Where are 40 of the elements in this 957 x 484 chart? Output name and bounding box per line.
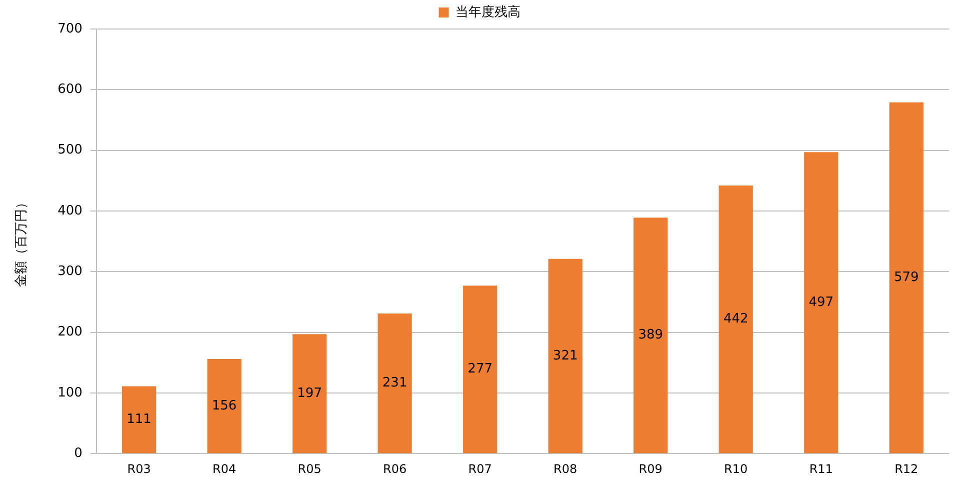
data-label: 389 (638, 328, 664, 343)
y-tick-label: 600 (58, 82, 82, 98)
y-tick-label: 700 (58, 21, 82, 36)
x-tick-label: R06 (383, 462, 407, 476)
bar (634, 218, 668, 454)
y-tick-label: 400 (58, 203, 82, 218)
data-label: 277 (468, 362, 492, 377)
y-axis-title: 金額（百万円） (14, 196, 30, 287)
bar (548, 258, 582, 454)
bar (122, 386, 156, 454)
y-tick-label: 100 (58, 385, 82, 400)
x-tick-label: R11 (809, 462, 833, 476)
x-tick-label: R07 (468, 462, 492, 476)
y-tick-label: 0 (74, 446, 82, 461)
data-label: 442 (723, 312, 748, 327)
data-label: 579 (894, 270, 919, 286)
x-tick-label: R05 (298, 462, 322, 476)
bar (889, 102, 924, 454)
y-tick-label: 300 (58, 264, 82, 280)
bar (207, 358, 242, 454)
x-tick-label: R04 (212, 462, 236, 476)
y-tick-label: 200 (58, 324, 82, 340)
x-tick-label: R09 (638, 462, 662, 476)
bar (804, 152, 838, 454)
bar (292, 334, 327, 454)
legend-label: 当年度残高 (455, 4, 520, 20)
bar (463, 286, 498, 454)
y-tick-label: 500 (58, 142, 82, 158)
data-label: 321 (552, 348, 578, 364)
data-label: 111 (126, 412, 152, 428)
x-tick-label: R08 (554, 462, 578, 476)
x-tick-label: R03 (127, 462, 151, 476)
data-label: 197 (297, 386, 322, 401)
bar (718, 185, 753, 454)
data-label: 231 (382, 376, 408, 391)
bar (378, 313, 412, 454)
x-tick-label: R12 (894, 462, 918, 476)
data-label: 156 (212, 398, 237, 414)
x-tick-label: R10 (724, 462, 748, 476)
data-label: 497 (808, 294, 834, 310)
